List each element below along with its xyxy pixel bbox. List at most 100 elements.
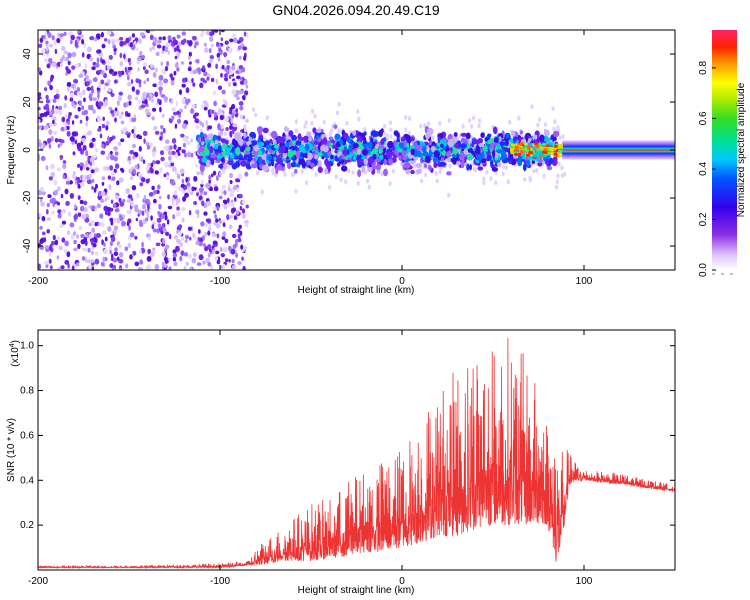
halo-blob: [389, 127, 393, 133]
snr-x-tick-label: 100: [576, 576, 593, 587]
noise-blob: [61, 116, 66, 123]
noise-blob: [189, 236, 192, 241]
signal-blob: [317, 166, 323, 173]
noise-blob: [215, 63, 219, 70]
noise-blob: [188, 210, 192, 216]
noise-blob: [87, 155, 90, 162]
noise-blob: [74, 41, 78, 48]
noise-blob: [90, 169, 95, 174]
noise-blob: [64, 240, 69, 247]
halo-blob: [489, 176, 493, 181]
noise-blob: [232, 82, 237, 87]
signal-blob: [500, 149, 506, 157]
noise-blob: [188, 40, 193, 46]
noise-blob: [77, 106, 81, 112]
noise-blob: [232, 123, 237, 128]
noise-blob: [77, 147, 82, 152]
noise-blob: [39, 37, 44, 43]
halo-blob: [243, 124, 247, 130]
noise-blob: [237, 228, 241, 233]
signal-blob: [375, 163, 381, 171]
noise-blob: [49, 76, 53, 83]
strong-band-blob: [558, 149, 563, 153]
noise-blob: [52, 119, 55, 124]
noise-blob: [100, 221, 104, 226]
halo-blob: [523, 177, 527, 182]
noise-blob: [38, 67, 41, 72]
noise-blob: [101, 59, 105, 64]
noise-blob: [161, 251, 166, 258]
noise-blob: [73, 231, 76, 236]
noise-blob: [222, 98, 226, 103]
noise-blob: [81, 137, 86, 143]
strong-band-blob: [559, 145, 563, 149]
noise-blob: [93, 187, 97, 193]
noise-blob: [243, 31, 247, 37]
noise-blob: [124, 246, 129, 251]
colorbar-tick-label: 0.8: [698, 61, 709, 75]
signal-blob: [507, 156, 512, 162]
noise-blob: [158, 86, 164, 92]
noise-blob: [150, 97, 155, 103]
noise-blob: [196, 213, 200, 218]
noise-blob: [73, 204, 77, 210]
noise-blob: [128, 225, 132, 231]
noise-blob: [192, 187, 198, 191]
signal-blob: [372, 148, 379, 154]
noise-blob: [66, 86, 70, 92]
signal-blob: [207, 134, 213, 141]
noise-blob: [99, 133, 103, 139]
strong-band-blob: [535, 144, 540, 148]
noise-blob: [209, 35, 214, 42]
signal-blob: [439, 161, 447, 167]
noise-blob: [192, 82, 196, 87]
signal-blob: [218, 164, 224, 169]
noise-blob: [38, 106, 41, 111]
noise-blob: [85, 248, 88, 253]
noise-blob: [163, 146, 168, 151]
halo-blob: [435, 178, 439, 184]
noise-blob: [60, 265, 65, 270]
noise-blob: [119, 201, 125, 207]
noise-blob: [184, 192, 189, 198]
signal-blob: [197, 136, 201, 143]
noise-blob: [104, 236, 108, 242]
noise-blob: [65, 180, 70, 185]
noise-blob: [211, 109, 215, 114]
noise-blob: [210, 173, 214, 178]
noise-blob: [126, 75, 130, 81]
noise-blob: [46, 202, 50, 208]
noise-blob: [139, 219, 143, 225]
signal-blob: [248, 136, 252, 142]
noise-blob: [223, 199, 228, 205]
spectrogram-y-tick-label: 20: [22, 96, 33, 108]
noise-blob: [176, 118, 182, 124]
noise-blob: [59, 224, 64, 228]
noise-blob: [231, 233, 237, 239]
noise-blob: [100, 31, 104, 38]
halo-blob: [351, 170, 355, 175]
noise-blob: [110, 92, 115, 97]
signal-blob: [472, 139, 479, 144]
noise-blob: [242, 265, 246, 270]
noise-blob: [181, 217, 185, 223]
noise-blob: [97, 117, 102, 123]
noise-blob: [128, 100, 132, 106]
halo-blob: [356, 109, 360, 114]
noise-blob: [204, 246, 209, 252]
noise-blob: [217, 85, 223, 91]
signal-blob: [466, 144, 471, 150]
signal-blob: [525, 159, 531, 167]
noise-blob: [143, 194, 146, 201]
noise-blob: [226, 65, 230, 69]
noise-blob: [52, 116, 57, 121]
noise-blob: [80, 239, 86, 245]
signal-blob: [424, 155, 431, 163]
noise-blob: [222, 231, 226, 237]
noise-blob: [163, 96, 169, 102]
halo-blob: [447, 192, 451, 198]
noise-blob: [151, 185, 155, 191]
noise-blob: [98, 49, 102, 54]
signal-blob: [352, 130, 357, 136]
noise-blob: [222, 246, 228, 253]
